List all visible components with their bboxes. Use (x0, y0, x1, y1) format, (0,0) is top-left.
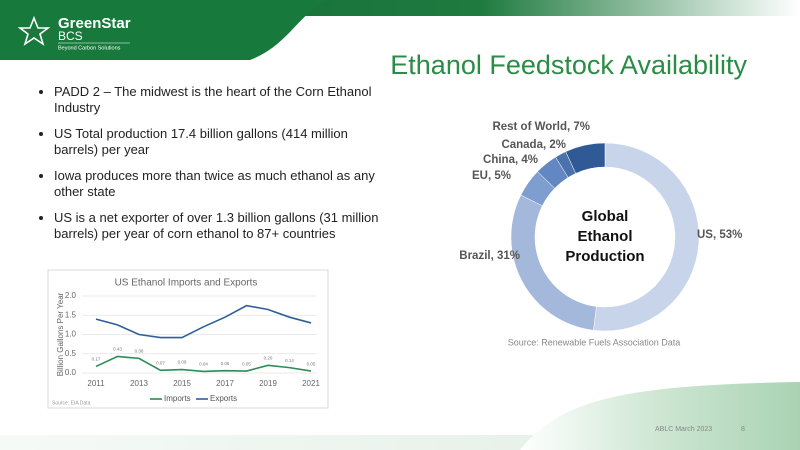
logo-name: GreenStar (58, 15, 131, 32)
chart-source: Source: EIA Data (52, 400, 91, 406)
chart-source: Source: Renewable Fuels Association Data (508, 337, 681, 347)
x-tick-label: 2017 (216, 379, 234, 388)
logo-star (17, 15, 51, 46)
x-tick-label: 2015 (173, 379, 191, 388)
y-axis-label: Billion Gallons Per Year (56, 292, 65, 376)
slice-label: Rest of World, 7% (492, 121, 590, 133)
slide-title: Ethanol Feedstock Availability (390, 50, 747, 80)
bullet: US is a net exporter of over 1.3 billion… (54, 210, 384, 242)
logo-sub: BCS (58, 29, 83, 43)
center-label: Global (582, 208, 629, 225)
chart-title: US Ethanol Imports and Exports (115, 278, 258, 289)
slice-label: China, 4% (483, 154, 538, 166)
data-label: 0.06 (221, 361, 230, 366)
data-label: 0.14 (285, 358, 294, 363)
data-label: 0.09 (178, 360, 187, 365)
y-tick-label: 0.5 (65, 349, 77, 358)
data-label: 0.04 (199, 362, 208, 367)
bullet: Iowa produces more than twice as much et… (54, 168, 384, 200)
donut-slice (565, 142, 606, 174)
data-label: 0.20 (264, 355, 273, 360)
x-tick-label: 2013 (130, 379, 148, 388)
bullet: US Total production 17.4 billion gallons… (54, 126, 384, 158)
footer-event: ABLC March 2023 (655, 426, 712, 433)
slice-label: Brazil, 31% (459, 250, 520, 262)
y-tick-label: 1.0 (65, 330, 77, 339)
series-line (95, 355, 312, 373)
data-label: 0.05 (242, 361, 251, 366)
slice-label: US, 53% (697, 229, 742, 241)
data-label: 0.43 (113, 347, 122, 352)
series-line (95, 304, 312, 339)
y-tick-label: 2.0 (65, 291, 77, 300)
x-tick-label: 2011 (87, 379, 105, 388)
bullet: PADD 2 – The midwest is the heart of the… (54, 84, 384, 116)
line-chart-frame (47, 269, 329, 409)
x-tick-label: 2021 (302, 379, 320, 388)
legend-label: Imports (164, 394, 191, 403)
x-tick-label: 2019 (259, 379, 277, 388)
data-label: 0.05 (307, 361, 316, 366)
slice-label: EU, 5% (472, 170, 511, 182)
center-label: Production (565, 248, 644, 265)
page-number: 8 (741, 426, 745, 433)
legend-label: Exports (210, 394, 237, 403)
y-tick-label: 0.0 (65, 368, 77, 377)
data-label: 0.07 (156, 360, 165, 365)
slice-label: Canada, 2% (501, 139, 566, 151)
footer-wave (520, 382, 800, 450)
bullet-list: PADD 2 – The midwest is the heart of the… (36, 84, 384, 252)
data-label: 0.38 (135, 349, 144, 354)
y-tick-label: 1.5 (65, 310, 77, 319)
center-label: Ethanol (578, 228, 633, 245)
data-label: 0.17 (92, 357, 101, 362)
logo-tagline: Beyond Carbon Solutions (58, 45, 121, 51)
donut-slice (593, 142, 700, 332)
logo-band (0, 0, 330, 60)
